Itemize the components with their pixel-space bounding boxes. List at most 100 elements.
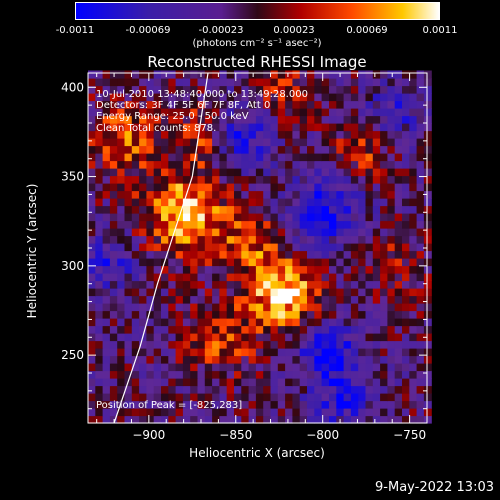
heatmap-cell bbox=[124, 243, 133, 252]
heatmap-cell bbox=[197, 198, 206, 207]
heatmap-cell bbox=[409, 138, 418, 147]
heatmap-cell bbox=[299, 153, 308, 162]
heatmap-cell bbox=[255, 138, 264, 147]
heatmap-cell bbox=[146, 190, 155, 199]
heatmap-cell bbox=[124, 190, 133, 199]
heatmap-cell bbox=[321, 393, 330, 402]
heatmap-cell bbox=[314, 243, 323, 252]
heatmap-cell bbox=[248, 348, 257, 357]
heatmap-cell bbox=[343, 258, 352, 267]
heatmap-cell bbox=[161, 190, 169, 199]
heatmap-cell bbox=[380, 370, 388, 379]
heatmap-cell bbox=[307, 295, 315, 304]
heatmap-cell bbox=[263, 400, 272, 409]
heatmap-cell bbox=[146, 310, 155, 319]
heatmap-cell bbox=[146, 235, 155, 244]
heatmap-cell bbox=[423, 115, 432, 124]
heatmap-cell bbox=[168, 205, 177, 214]
heatmap-cell bbox=[226, 213, 235, 222]
heatmap-cell bbox=[307, 370, 315, 379]
heatmap-cell bbox=[131, 265, 140, 274]
heatmap-cell bbox=[277, 100, 286, 109]
heatmap-cell bbox=[380, 318, 388, 327]
heatmap-cell bbox=[241, 100, 250, 109]
heatmap-cell bbox=[197, 168, 206, 177]
heatmap-cell bbox=[402, 235, 410, 244]
heatmap-cell bbox=[365, 243, 374, 252]
heatmap-cell bbox=[197, 108, 206, 117]
heatmap-cell bbox=[343, 93, 352, 102]
heatmap-cell bbox=[292, 108, 301, 117]
heatmap-cell bbox=[372, 93, 381, 102]
heatmap-cell bbox=[95, 333, 104, 342]
heatmap-cell bbox=[329, 190, 337, 199]
heatmap-cell bbox=[402, 183, 410, 192]
heatmap-cell bbox=[409, 205, 418, 214]
heatmap-cell bbox=[124, 325, 133, 334]
heatmap-cell bbox=[131, 348, 140, 357]
heatmap-cell bbox=[212, 363, 220, 372]
heatmap-cell bbox=[380, 355, 388, 364]
heatmap-cell bbox=[168, 258, 177, 267]
heatmap-cell bbox=[226, 273, 235, 282]
heatmap-cell bbox=[350, 108, 359, 117]
heatmap-cell bbox=[394, 175, 403, 184]
heatmap-cell bbox=[423, 213, 432, 222]
heatmap-cell bbox=[212, 100, 220, 109]
heatmap-cell bbox=[197, 243, 206, 252]
heatmap-cell bbox=[358, 130, 367, 139]
heatmap-cell bbox=[146, 130, 155, 139]
heatmap-cell bbox=[380, 378, 388, 387]
heatmap-cell bbox=[146, 220, 155, 229]
heatmap-cell bbox=[350, 228, 359, 237]
heatmap-cell bbox=[387, 303, 396, 312]
heatmap-cell bbox=[329, 363, 337, 372]
heatmap-cell bbox=[277, 213, 286, 222]
heatmap-cell bbox=[321, 303, 330, 312]
heatmap-cell bbox=[263, 385, 272, 394]
heatmap-cell bbox=[387, 153, 396, 162]
y-tick-label: 350 bbox=[61, 170, 84, 184]
heatmap-cell bbox=[153, 123, 162, 132]
heatmap-cell bbox=[117, 220, 126, 229]
heatmap-cell bbox=[314, 70, 323, 79]
heatmap-cell bbox=[248, 273, 257, 282]
heatmap-cell bbox=[212, 160, 220, 169]
heatmap-cell bbox=[270, 348, 279, 357]
heatmap-cell bbox=[380, 130, 388, 139]
heatmap-cell bbox=[175, 175, 184, 184]
heatmap-cell bbox=[204, 280, 213, 289]
heatmap-cell bbox=[88, 235, 96, 244]
heatmap-cell bbox=[131, 108, 140, 117]
heatmap-cell bbox=[343, 153, 352, 162]
heatmap-cell bbox=[416, 175, 425, 184]
heatmap-cell bbox=[153, 115, 162, 124]
heatmap-cell bbox=[161, 370, 169, 379]
heatmap-cell bbox=[299, 115, 308, 124]
heatmap-cell bbox=[182, 333, 191, 342]
heatmap-cell bbox=[299, 340, 308, 349]
heatmap-cell bbox=[423, 408, 432, 417]
heatmap-cell bbox=[380, 415, 388, 424]
colorbar-tick-label: -0.00069 bbox=[125, 25, 171, 36]
heatmap-cell bbox=[255, 70, 264, 79]
colorbar-tick-label: -0.0011 bbox=[55, 25, 95, 36]
heatmap-cell bbox=[124, 160, 133, 169]
heatmap-cell bbox=[109, 280, 118, 289]
heatmap-cell bbox=[204, 220, 213, 229]
heatmap-cell bbox=[387, 348, 396, 357]
heatmap-cell bbox=[409, 393, 418, 402]
heatmap-cell bbox=[226, 408, 235, 417]
heatmap-cell bbox=[190, 70, 199, 79]
heatmap-cell bbox=[321, 190, 330, 199]
heatmap-cell bbox=[124, 78, 133, 87]
heatmap-cell bbox=[270, 108, 279, 117]
heatmap-cell bbox=[365, 138, 374, 147]
heatmap-cell bbox=[168, 145, 177, 154]
heatmap-cell bbox=[263, 213, 272, 222]
heatmap-cell bbox=[226, 310, 235, 319]
heatmap-cell bbox=[314, 160, 323, 169]
heatmap-cell bbox=[409, 303, 418, 312]
heatmap-cell bbox=[219, 108, 228, 117]
heatmap-cell bbox=[343, 168, 352, 177]
